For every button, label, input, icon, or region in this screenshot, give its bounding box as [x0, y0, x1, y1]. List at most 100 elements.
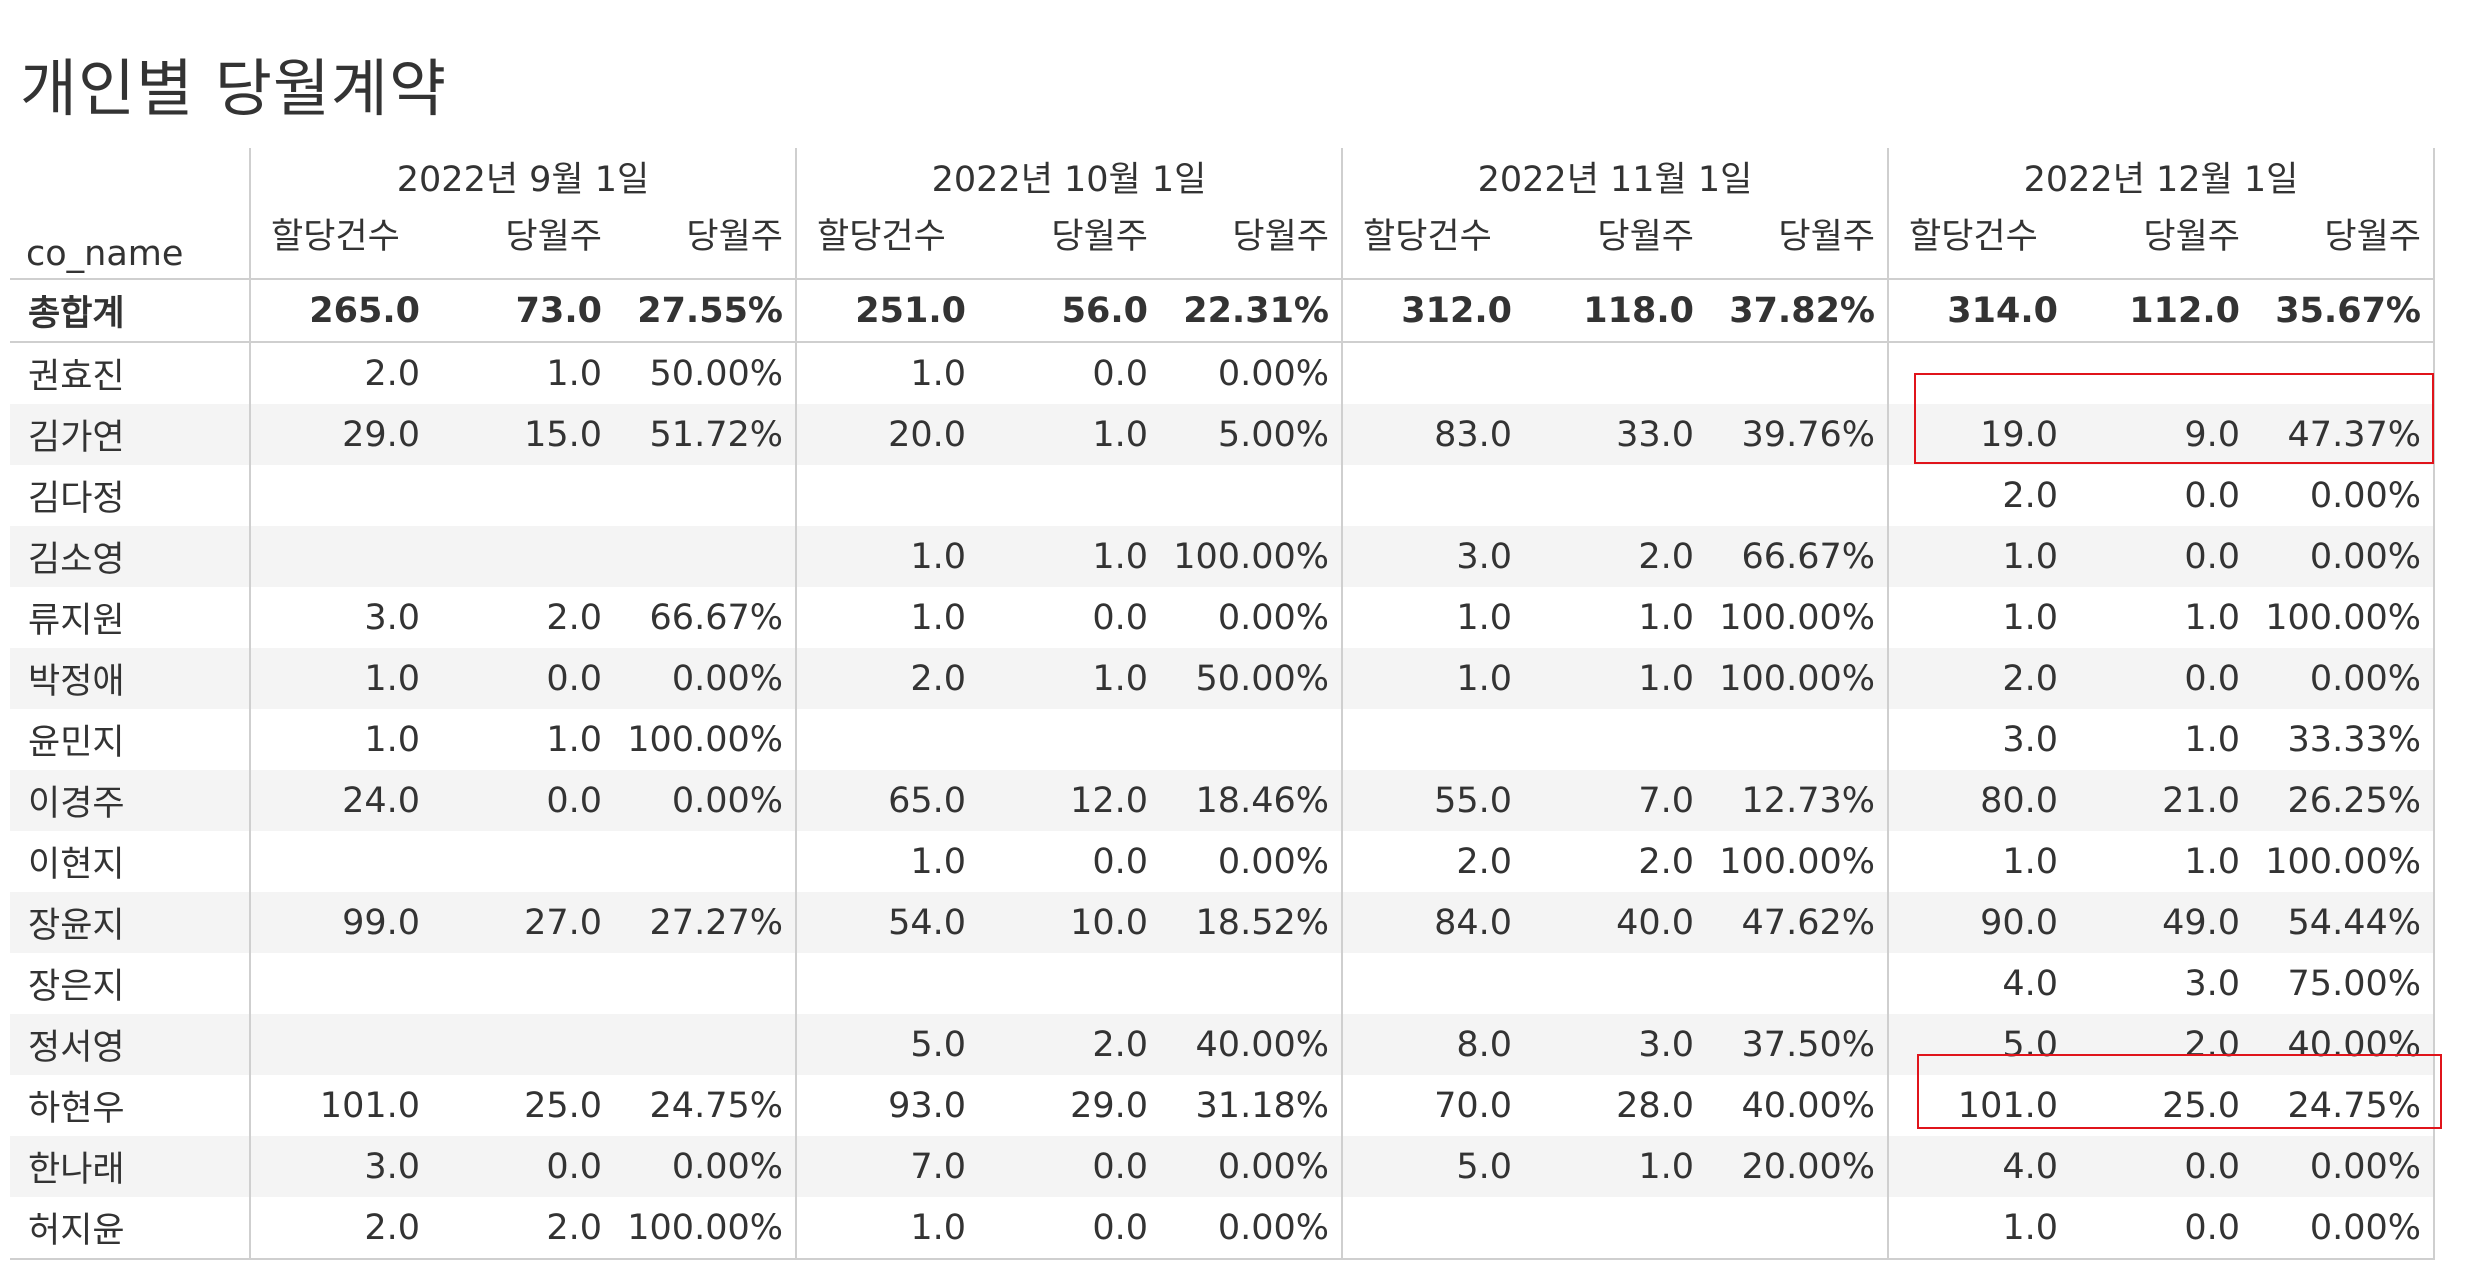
table-cell[interactable]: 1.0 — [978, 648, 1160, 709]
table-cell[interactable]: 100.00% — [1160, 526, 1342, 587]
table-cell[interactable]: 118.0 — [1524, 279, 1706, 343]
table-cell[interactable]: 101.0 — [249, 1075, 432, 1136]
table-cell[interactable] — [432, 1014, 614, 1075]
table-cell[interactable]: 3.0 — [1341, 526, 1524, 587]
table-cell[interactable]: 35.67% — [2252, 279, 2435, 343]
table-cell[interactable]: 15.0 — [432, 404, 614, 465]
table-cell[interactable] — [249, 831, 432, 892]
table-cell[interactable]: 2.0 — [249, 1197, 432, 1260]
table-cell[interactable]: 1.0 — [1887, 1197, 2070, 1260]
row-name[interactable]: 김가연 — [10, 404, 250, 465]
table-cell[interactable]: 99.0 — [249, 892, 432, 953]
table-cell[interactable]: 0.00% — [1217, 353, 1329, 394]
table-cell[interactable]: 1.0 — [978, 404, 1160, 465]
column-header[interactable]: 할당건수 — [1887, 204, 2070, 280]
column-header[interactable]: 당월주 — [1706, 204, 1888, 280]
table-cell[interactable]: 0.0 — [432, 648, 614, 709]
row-name[interactable]: 장은지 — [28, 967, 125, 1007]
row-name[interactable]: 박정애 — [10, 648, 250, 709]
table-cell[interactable] — [1706, 1197, 1888, 1260]
table-cell[interactable]: 25.0 — [524, 1085, 602, 1126]
table-cell[interactable]: 51.72% — [614, 404, 796, 465]
row-name[interactable]: 허지윤 — [10, 1197, 250, 1260]
table-cell[interactable]: 2.0 — [1887, 465, 2070, 526]
table-cell[interactable]: 20.0 — [795, 404, 978, 465]
table-cell[interactable]: 37.50% — [1706, 1014, 1888, 1075]
table-cell[interactable]: 1.0 — [249, 709, 432, 770]
row-name[interactable]: 김다정 — [28, 479, 125, 519]
column-header[interactable]: 할당건수 — [249, 204, 432, 280]
column-header[interactable]: 당월주 — [2252, 204, 2435, 280]
table-cell[interactable]: 1.0 — [2184, 719, 2240, 760]
row-name[interactable]: 이현지 — [28, 845, 125, 885]
table-cell[interactable]: 312.0 — [1341, 279, 1524, 343]
table-cell[interactable]: 37.82% — [1706, 279, 1888, 343]
table-cell[interactable]: 0.0 — [1092, 597, 1148, 638]
table-cell[interactable]: 0.0 — [978, 1197, 1160, 1260]
row-name[interactable]: 한나래 — [10, 1136, 250, 1197]
table-cell[interactable]: 33.0 — [1524, 404, 1706, 465]
table-cell[interactable]: 47.37% — [2252, 404, 2435, 465]
table-cell[interactable]: 83.0 — [1341, 404, 1524, 465]
table-cell[interactable] — [614, 831, 796, 892]
table-cell[interactable]: 24.75% — [2252, 1075, 2435, 1136]
table-cell[interactable]: 1.0 — [1638, 597, 1694, 638]
table-cell[interactable]: 70.0 — [1341, 1075, 1524, 1136]
table-cell[interactable]: 3.0 — [1524, 1014, 1706, 1075]
table-cell[interactable]: 9.0 — [2070, 404, 2252, 465]
table-cell[interactable]: 1.0 — [2184, 841, 2240, 882]
table-cell[interactable] — [795, 709, 978, 770]
table-cell[interactable] — [1341, 1197, 1524, 1260]
table-cell[interactable]: 50.00% — [1160, 648, 1342, 709]
table-cell[interactable]: 29.0 — [1070, 1085, 1148, 1126]
table-cell[interactable] — [614, 526, 796, 587]
table-cell[interactable]: 40.00% — [1160, 1014, 1342, 1075]
table-cell[interactable]: 66.67% — [1706, 526, 1888, 587]
table-cell[interactable] — [1160, 465, 1342, 526]
table-cell[interactable]: 33.33% — [2252, 709, 2435, 770]
table-cell[interactable]: 27.0 — [432, 892, 614, 953]
table-cell[interactable] — [795, 465, 978, 526]
table-cell[interactable]: 56.0 — [978, 279, 1160, 343]
table-cell[interactable]: 80.0 — [1887, 770, 2070, 831]
table-cell[interactable]: 2.0 — [1887, 648, 2070, 709]
table-cell[interactable]: 54.0 — [795, 892, 978, 953]
table-cell[interactable]: 47.62% — [1706, 892, 1888, 953]
table-cell[interactable]: 3.0 — [1887, 709, 2070, 770]
table-cell[interactable] — [1341, 709, 1524, 770]
column-header[interactable]: 당월주 — [978, 204, 1160, 280]
table-cell[interactable]: 1.0 — [1341, 648, 1524, 709]
table-cell[interactable]: 1.0 — [1887, 587, 2070, 648]
table-cell[interactable]: 26.25% — [2252, 770, 2435, 831]
table-cell[interactable]: 4.0 — [1887, 1136, 2070, 1197]
table-cell[interactable]: 40.0 — [1524, 892, 1706, 953]
row-name[interactable]: 이경주 — [10, 770, 250, 831]
table-cell[interactable]: 0.00% — [2252, 465, 2435, 526]
table-cell[interactable]: 22.31% — [1160, 279, 1342, 343]
table-cell[interactable]: 0.0 — [432, 770, 614, 831]
row-name[interactable]: 총합계 — [10, 279, 250, 343]
table-cell[interactable]: 2.0 — [978, 1014, 1160, 1075]
column-header[interactable]: 할당건수 — [795, 204, 978, 280]
table-cell[interactable] — [432, 953, 614, 1014]
table-cell[interactable]: 1.0 — [1341, 587, 1524, 648]
table-cell[interactable]: 24.75% — [649, 1085, 783, 1126]
table-cell[interactable]: 0.0 — [2070, 1136, 2252, 1197]
table-cell[interactable]: 0.0 — [2070, 648, 2252, 709]
table-cell[interactable]: 0.0 — [1092, 353, 1148, 394]
table-cell[interactable]: 0.00% — [614, 770, 796, 831]
table-cell[interactable]: 27.27% — [614, 892, 796, 953]
table-cell[interactable]: 40.00% — [1741, 1085, 1875, 1126]
table-cell[interactable] — [614, 465, 796, 526]
table-cell[interactable]: 3.0 — [249, 587, 432, 648]
column-header[interactable]: 당월주 — [1524, 204, 1706, 280]
row-name[interactable]: 윤민지 — [28, 723, 125, 763]
table-cell[interactable] — [1341, 953, 1524, 1014]
table-cell[interactable]: 1.0 — [795, 831, 978, 892]
table-cell[interactable]: 28.0 — [1616, 1085, 1694, 1126]
table-cell[interactable]: 5.0 — [795, 1014, 978, 1075]
table-cell[interactable]: 0.0 — [1092, 841, 1148, 882]
table-cell[interactable]: 5.00% — [1160, 404, 1342, 465]
table-cell[interactable]: 7.0 — [795, 1136, 978, 1197]
table-cell[interactable] — [1524, 1197, 1706, 1260]
